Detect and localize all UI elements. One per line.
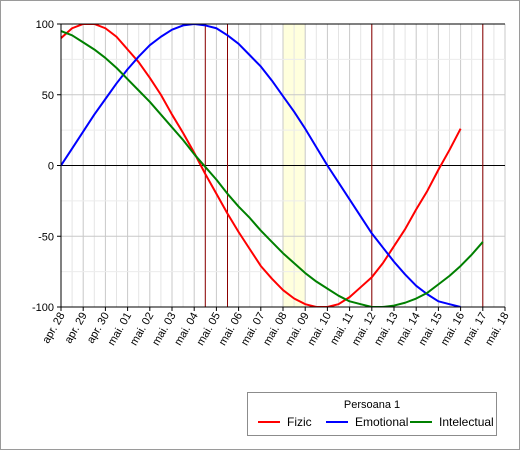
- series-line-intelectual: [61, 30, 484, 307]
- y-tick-label: 50: [42, 90, 54, 102]
- legend-label-emotional: Emotional: [355, 415, 409, 429]
- series-line-fizic: [61, 24, 462, 307]
- legend-item-emotional: Emotional: [326, 415, 408, 429]
- legend-title: Persoana 1: [343, 399, 401, 411]
- y-tick-label: 100: [36, 19, 54, 31]
- series-line-emotional: [61, 24, 461, 307]
- legend-swatch-intelectual: [410, 421, 432, 423]
- legend: Persoana 1 Fizic Emotional Intelectual: [247, 392, 497, 436]
- y-tick-label: 0: [48, 161, 54, 173]
- legend-item-intelectual: Intelectual: [410, 415, 494, 429]
- y-tick-label: -50: [38, 231, 54, 243]
- legend-swatch-emotional: [326, 421, 348, 423]
- legend-swatch-fizic: [258, 421, 280, 423]
- legend-item-fizic: Fizic: [258, 415, 312, 429]
- legend-label-fizic: Fizic: [287, 415, 312, 429]
- legend-label-intelectual: Intelectual: [439, 415, 494, 429]
- y-tick-label: -100: [32, 302, 54, 314]
